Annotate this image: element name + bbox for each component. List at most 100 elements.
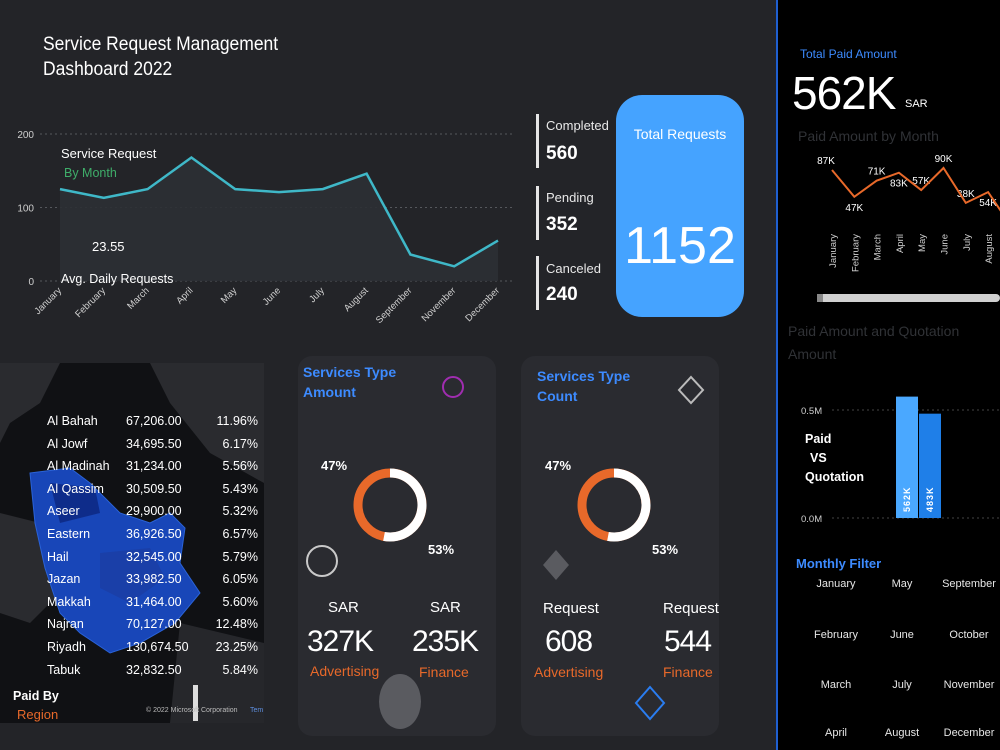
bar-quotation[interactable]: [919, 413, 941, 518]
paid-month-xtick-label: June: [940, 234, 951, 255]
right-panel: [778, 0, 1000, 750]
paid-by-month-chart[interactable]: 87K47K71K83K57K90K38K54K5K JanuaryFebrua…: [790, 150, 1000, 290]
services-count-title: Services Type Count: [537, 368, 631, 404]
services-amount-title: Services Type Amount: [303, 364, 397, 400]
paid-by-label: Paid By: [13, 689, 59, 703]
region-amount: 130,674.50: [126, 640, 189, 654]
canceled-value: 240: [546, 284, 578, 305]
region-pct: 5.43%: [222, 481, 258, 496]
completed-value: 560: [546, 143, 578, 164]
map-scale-bar: [193, 685, 198, 721]
region-pct: 6.57%: [222, 527, 258, 541]
region-pct: 6.05%: [222, 572, 258, 587]
count-pct-right: 53%: [652, 542, 679, 557]
region-amount: 36,926.50: [126, 527, 182, 541]
count-donut-chart[interactable]: [564, 445, 664, 565]
region-map[interactable]: © 2022 Microsoft Corporation Tem: [0, 363, 264, 723]
paid-month-xtick-label: August: [984, 234, 995, 264]
line-xtick-label: March: [125, 285, 151, 311]
month-filter-june[interactable]: June: [890, 629, 914, 641]
region-row[interactable]: Al Qassim 30,509.50 5.43%: [47, 482, 262, 498]
month-filter-september[interactable]: September: [942, 578, 996, 590]
paid-month-xtick-label: April: [895, 234, 906, 253]
region-row[interactable]: Tabuk 32,832.50 5.84%: [47, 663, 262, 679]
paid-month-data-label: 90K: [935, 154, 953, 165]
line-ytick-label: 200: [17, 130, 34, 141]
region-amount: 33,982.50: [126, 572, 182, 587]
count-label-finance: Finance: [663, 664, 713, 680]
month-filter-july[interactable]: July: [892, 679, 912, 691]
map-terms-link[interactable]: Tem: [250, 707, 264, 714]
region-row[interactable]: Al Madinah 31,234.00 5.56%: [47, 459, 262, 475]
region-amount: 34,695.50: [126, 436, 182, 451]
total-paid-unit: SAR: [905, 98, 928, 110]
services-count-card[interactable]: [521, 356, 719, 736]
total-paid-label: Total Paid Amount: [800, 47, 897, 61]
region-pct: 5.84%: [222, 662, 258, 677]
paid-quote-title: Paid Amount and Quotation Amount: [788, 323, 960, 362]
region-row[interactable]: Makkah 31,464.00 5.60%: [47, 595, 262, 611]
paid-month-xtick-label: January: [828, 234, 839, 268]
paid-month-data-label: 71K: [868, 167, 886, 178]
month-filter-january[interactable]: January: [816, 578, 856, 590]
paid-month-data-label: 47K: [845, 203, 863, 214]
month-filter-november[interactable]: November: [943, 679, 995, 691]
diamond-filled-icon: [543, 550, 569, 580]
month-filter-march[interactable]: March: [820, 679, 852, 691]
amount-label-finance: Finance: [419, 664, 469, 680]
service-request-line-chart[interactable]: 0 100 200 January February March April May June…: [0, 115, 530, 330]
month-filter-february[interactable]: February: [813, 629, 859, 641]
region-amount: 67,206.00: [126, 414, 182, 428]
line-xtick-label: December: [463, 285, 502, 324]
services-amount-card[interactable]: [298, 356, 496, 736]
region-pct: 5.56%: [222, 459, 258, 474]
region-row[interactable]: Aseer 29,900.00 5.32%: [47, 504, 262, 520]
region-amount: 31,234.00: [126, 459, 182, 474]
amount-donut-chart[interactable]: [340, 445, 440, 565]
region-name: Aseer: [47, 504, 80, 519]
region-row[interactable]: Hail 32,545.00 5.79%: [47, 550, 262, 566]
ring-icon: [306, 545, 338, 577]
pending-bar: [536, 186, 539, 240]
month-filter-may[interactable]: May: [891, 578, 913, 590]
scrollbar-left-handle[interactable]: [817, 294, 823, 302]
region-row[interactable]: Al Jowf 34,695.50 6.17%: [47, 437, 262, 453]
region-amount: 32,832.50: [126, 662, 182, 677]
month-filter-october[interactable]: October: [949, 629, 989, 641]
region-name: Al Madinah: [47, 459, 110, 474]
map-shapes: [0, 363, 264, 723]
region-pct: 6.17%: [222, 436, 258, 451]
region-row[interactable]: Riyadh 130,674.50 23.25%: [47, 640, 262, 656]
month-filter-august[interactable]: August: [884, 727, 920, 739]
region-pct: 5.32%: [222, 504, 258, 519]
month-filter-april[interactable]: April: [824, 727, 847, 739]
total-requests-card[interactable]: [616, 95, 744, 317]
region-name: Eastern: [47, 527, 91, 541]
count-value-advertising: 608: [545, 625, 593, 658]
region-amount: 30,509.50: [126, 481, 182, 496]
bar-paid[interactable]: [896, 396, 918, 518]
line-xtick-label: July: [307, 285, 327, 305]
count-pct-left: 47%: [545, 458, 572, 473]
amount-label-advertising: Advertising: [310, 663, 380, 679]
region-row[interactable]: Jazan 33,982.50 6.05%: [47, 572, 262, 588]
count-unit-right: Request: [663, 600, 719, 617]
region-name: Al Jowf: [47, 436, 88, 451]
region-row[interactable]: Al Bahah 67,206.00 11.96%: [47, 414, 262, 430]
region-row[interactable]: Najran 70,127.00 12.48%: [47, 617, 262, 633]
bar-data-label: 562K: [902, 486, 912, 512]
count-value-finance: 544: [664, 625, 712, 658]
region-name: Al Bahah: [47, 414, 98, 428]
month-filter-december[interactable]: December: [943, 727, 995, 739]
line-xtick-label: September: [374, 285, 415, 326]
bar-data-label: 483K: [925, 486, 935, 512]
amount-unit-right: SAR: [430, 599, 461, 616]
paid-quotation-bar-chart[interactable]: 0.0M 0.5M 562K 483K: [790, 380, 1000, 530]
region-pct: 5.79%: [222, 549, 258, 564]
paid-month-scrollbar[interactable]: [817, 294, 1000, 302]
region-row[interactable]: Eastern 36,926.50 6.57%: [47, 527, 262, 543]
total-paid-value: 562K: [792, 67, 896, 119]
line-xtick-label: April: [174, 285, 195, 306]
paid-month-xtick-label: February: [850, 234, 861, 272]
